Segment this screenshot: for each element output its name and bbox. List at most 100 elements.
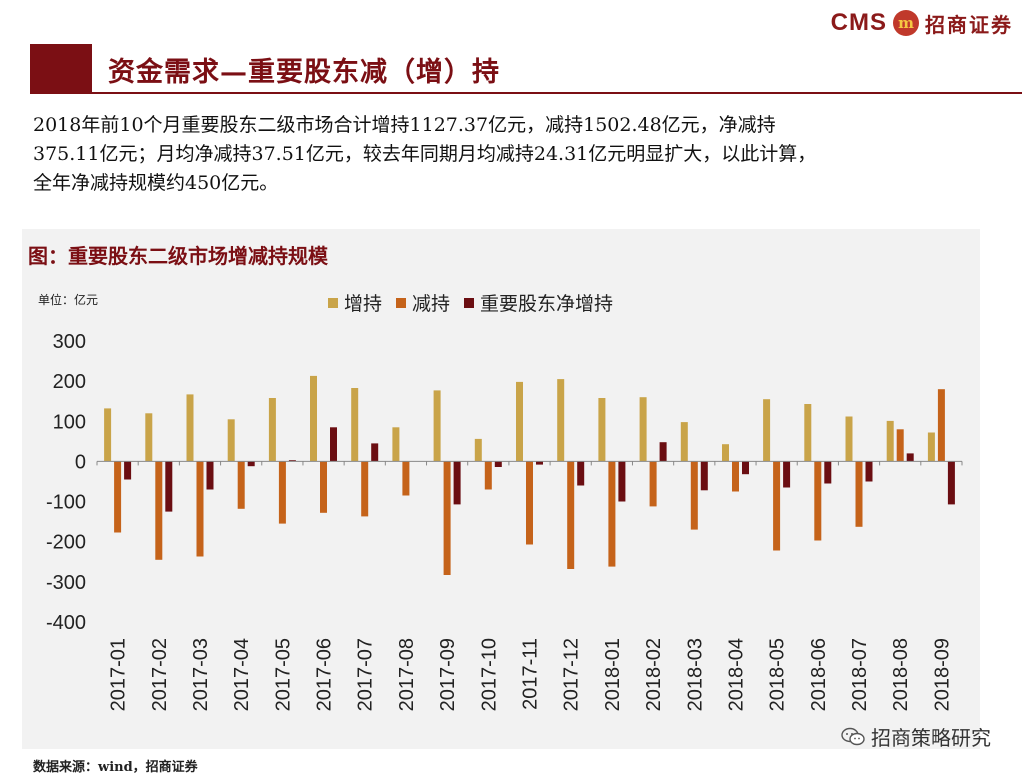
- bar: [937, 389, 945, 462]
- bar: [351, 388, 359, 462]
- x-tick-label: 2018-05: [767, 638, 789, 711]
- x-tick-label: 2017-10: [478, 638, 500, 711]
- x-tick-label: 2017-08: [396, 638, 418, 711]
- bar: [814, 461, 822, 541]
- x-tick-label: 2017-06: [314, 638, 336, 711]
- bar: [104, 408, 112, 462]
- bar: [124, 461, 132, 480]
- bar: [196, 461, 204, 557]
- intro-line-3: 全年净减持规模约450亿元。: [33, 172, 279, 194]
- x-tick-label: 2018-06: [808, 638, 830, 711]
- bar: [608, 461, 616, 567]
- bar: [845, 416, 853, 462]
- bar: [783, 461, 791, 488]
- bar: [763, 399, 771, 462]
- bar: [639, 397, 647, 462]
- chart-legend: 增持 减持 重要股东净增持: [328, 289, 613, 316]
- x-tick-label: 2017-12: [561, 638, 583, 711]
- legend-swatch-decrease: [396, 297, 407, 308]
- bar: [288, 460, 296, 462]
- bar: [690, 461, 698, 530]
- logo-chinese: 招商证券: [925, 12, 1013, 37]
- x-tick-label: 2017-03: [190, 638, 212, 711]
- bar: [742, 461, 749, 475]
- y-tick-label: -400: [46, 612, 86, 634]
- bar: [700, 461, 708, 491]
- bar: [855, 461, 863, 527]
- bar: [320, 461, 327, 513]
- legend-label-net: 重要股东净增持: [480, 293, 614, 315]
- legend-item-increase: 增持: [328, 289, 382, 316]
- x-tick-label: 2018-01: [602, 638, 624, 711]
- y-tick-label: 200: [53, 371, 86, 393]
- x-tick-label: 2018-08: [890, 638, 912, 711]
- bar: [278, 461, 286, 524]
- bar: [155, 461, 163, 560]
- bar: [947, 461, 955, 505]
- legend-item-decrease: 减持: [396, 289, 450, 316]
- intro-line-2: 375.11亿元；月均净减持37.51亿元，较去年同期月均减持24.31亿元明显…: [33, 143, 817, 165]
- bar: [804, 404, 812, 462]
- bar: [330, 427, 337, 462]
- wechat-watermark: 招商策略研究: [841, 722, 991, 751]
- legend-label-decrease: 减持: [412, 293, 451, 315]
- bar: [114, 461, 122, 533]
- bar: [536, 461, 543, 465]
- bar: [237, 461, 245, 509]
- x-tick-label: 2018-04: [726, 638, 748, 711]
- bar: [371, 443, 379, 462]
- bar: [773, 461, 781, 551]
- bar: [361, 461, 369, 517]
- bar: [618, 461, 626, 502]
- y-tick-label: 100: [53, 411, 86, 433]
- legend-label-increase: 增持: [344, 293, 383, 315]
- bar: [433, 390, 441, 462]
- bar: [659, 442, 667, 462]
- bar: [310, 375, 317, 462]
- bar: [824, 461, 832, 484]
- bar: [886, 420, 894, 462]
- bar: [165, 461, 173, 512]
- watermark-text: 招商策略研究: [871, 726, 991, 750]
- y-tick-label: 0: [75, 451, 86, 473]
- bar: [145, 413, 153, 462]
- brand-logo: CMS m 招商证券: [831, 6, 1013, 40]
- x-tick-label: 2017-01: [108, 638, 130, 711]
- source-note: 数据来源：wind，招商证券: [33, 760, 198, 775]
- bar: [494, 461, 502, 467]
- bar: [268, 398, 276, 462]
- intro-paragraph: 2018年前10个月重要股东二级市场合计增持1127.37亿元，减持1502.4…: [33, 111, 993, 198]
- bar: [557, 379, 565, 462]
- bar: [680, 422, 688, 462]
- bar: [567, 461, 575, 569]
- legend-swatch-increase: [328, 297, 338, 308]
- logo-mark-icon: m: [893, 10, 919, 36]
- bar: [896, 429, 904, 462]
- bar: [516, 381, 523, 462]
- bar: [474, 438, 482, 462]
- bar: [402, 461, 410, 496]
- x-tick-label: 2017-11: [520, 638, 542, 710]
- bar: [392, 427, 400, 462]
- x-tick-label: 2018-09: [931, 638, 953, 711]
- bar: [186, 394, 194, 462]
- bar: [453, 461, 461, 505]
- logo-latin: CMS: [830, 9, 887, 36]
- bar: [227, 419, 235, 462]
- legend-swatch-net: [464, 297, 475, 308]
- bar: [649, 461, 657, 507]
- x-tick-label: 2018-03: [684, 638, 706, 711]
- bar: [598, 398, 606, 462]
- bar: [732, 461, 739, 492]
- x-tick-label: 2017-02: [149, 638, 171, 711]
- intro-line-1: 2018年前10个月重要股东二级市场合计增持1127.37亿元，减持1502.4…: [33, 114, 776, 136]
- x-tick-label: 2017-05: [272, 638, 294, 711]
- bar: [865, 461, 873, 482]
- bar: [577, 461, 585, 486]
- wechat-icon: [841, 727, 865, 745]
- bar: [206, 461, 214, 490]
- x-tick-label: 2017-09: [437, 638, 459, 711]
- x-tick-label: 2018-07: [849, 638, 871, 711]
- bar: [443, 461, 451, 575]
